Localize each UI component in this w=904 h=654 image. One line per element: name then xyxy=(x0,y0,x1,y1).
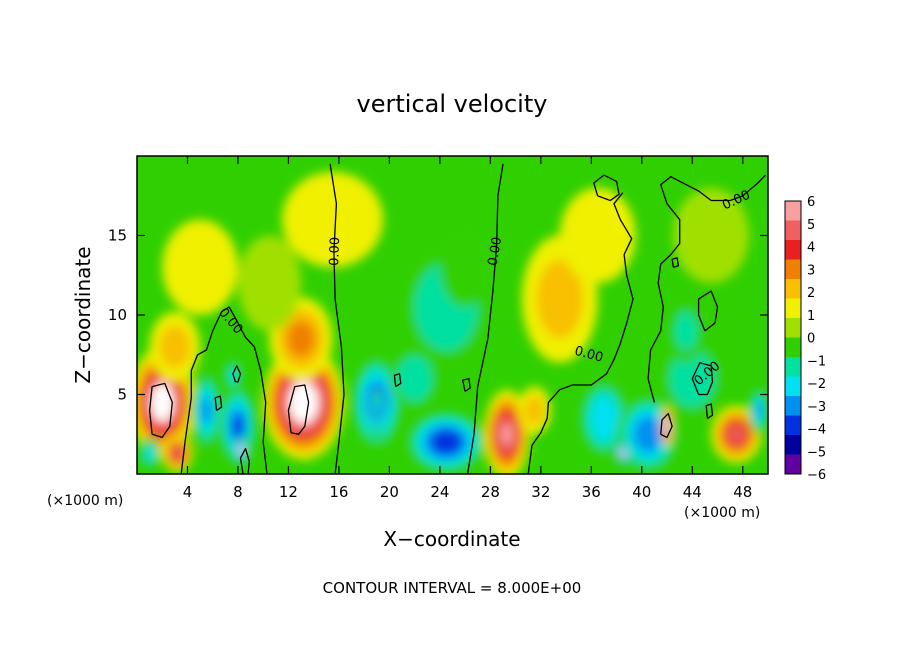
y-tick-label: 15 xyxy=(108,227,127,245)
colorbar-label: 0 xyxy=(807,332,815,347)
zero-contour-line xyxy=(329,163,345,474)
velocity-field: 0.00 0.000.000.000.000.00 xyxy=(137,163,768,474)
colorbar-label: 6 xyxy=(807,195,815,210)
x-tick-label: 44 xyxy=(683,483,702,501)
x-axis: 4 8 12 16 20 24 28 32 36 40 44 48 xyxy=(183,156,752,501)
field-blob xyxy=(389,346,440,411)
field-blob xyxy=(559,187,636,284)
zero-contour-line xyxy=(593,174,620,202)
colorbar-swatch xyxy=(785,298,801,319)
colorbar-label: 3 xyxy=(807,263,815,278)
colorbar-label: 2 xyxy=(807,286,815,301)
colorbar-label: 5 xyxy=(807,218,815,233)
colorbar-label: −4 xyxy=(807,423,826,438)
field-blob xyxy=(162,434,193,473)
colorbar-swatch xyxy=(785,337,801,358)
colorbar-swatch xyxy=(785,318,801,338)
colorbar-label: 4 xyxy=(807,241,815,256)
zero-contour-line xyxy=(180,306,268,474)
field-blob xyxy=(370,389,384,438)
x-tick-label: 16 xyxy=(329,483,348,501)
colorbar-label: −5 xyxy=(807,445,826,460)
zero-contour-line xyxy=(148,382,173,439)
colorbar-swatch xyxy=(785,220,801,241)
zero-contour-line xyxy=(239,447,250,474)
colorbar-frame xyxy=(784,200,802,475)
y-tick-label: 10 xyxy=(108,306,127,324)
x-tick-label: 12 xyxy=(279,483,298,501)
colorbar-label: −1 xyxy=(807,354,826,369)
y-tick-label: 5 xyxy=(117,386,127,404)
x-tick-label: 28 xyxy=(481,483,500,501)
field-blob xyxy=(667,299,705,363)
zero-contour-line xyxy=(647,174,766,403)
field-blob xyxy=(234,435,250,465)
colorbar-swatch xyxy=(785,435,801,455)
zero-contour-line xyxy=(393,373,402,388)
x-tick-label: 24 xyxy=(430,483,449,501)
colorbar-swatch xyxy=(785,454,801,475)
x-axis-label: X−coordinate xyxy=(383,527,520,551)
zero-contour-line xyxy=(671,257,680,268)
chart-title: vertical velocity xyxy=(357,90,548,118)
x-unit-left: (×1000 m) xyxy=(47,493,123,509)
colorbar-swatch xyxy=(785,357,801,377)
zero-contour-line xyxy=(232,365,242,383)
colorbar-swatch xyxy=(785,240,801,260)
field-blob xyxy=(191,370,222,451)
field-blob xyxy=(711,405,762,463)
field-blob xyxy=(237,235,302,331)
field-blob xyxy=(615,440,631,467)
colorbar-label: 1 xyxy=(807,309,815,324)
y-axis-label: Z−coordinate xyxy=(71,246,95,383)
zero-contour-line xyxy=(697,290,719,332)
zero-contour-line xyxy=(214,395,223,411)
x-unit-right: (×1000 m) xyxy=(684,505,760,521)
field-blob xyxy=(673,187,750,284)
field-blob xyxy=(162,219,238,315)
field-blob xyxy=(405,410,487,474)
colorbar-label: −3 xyxy=(807,400,826,415)
zero-contour-line xyxy=(660,412,673,439)
colorbar-swatch xyxy=(785,201,801,221)
field-blob xyxy=(518,386,551,435)
field-blob xyxy=(139,437,160,470)
contour-label: 0.00 xyxy=(486,236,506,267)
contour-label: 0.00 xyxy=(573,344,605,366)
zero-contour-line xyxy=(461,377,471,392)
zero-contour-line xyxy=(691,362,714,396)
x-tick-label: 4 xyxy=(183,483,193,501)
field-blob xyxy=(578,378,630,459)
colorbar-swatch xyxy=(785,279,801,299)
x-tick-label: 40 xyxy=(632,483,651,501)
colorbar-label: −6 xyxy=(807,468,826,483)
colorbar-swatch xyxy=(785,376,801,397)
field-blob xyxy=(149,311,201,382)
colorbar-swatch xyxy=(785,396,801,416)
colorbar: 6 5 4 3 2 1 0 −1 −2 −3 −4 −5 −6 xyxy=(784,195,826,483)
field-blob xyxy=(439,227,491,308)
y-axis: 5 10 15 xyxy=(108,227,768,404)
zero-contour-line xyxy=(466,163,504,474)
field-blob xyxy=(282,171,384,268)
zero-contour-line xyxy=(705,403,714,419)
x-tick-label: 20 xyxy=(380,483,399,501)
field-blob xyxy=(263,345,344,460)
x-tick-label: 48 xyxy=(733,483,752,501)
field-blob xyxy=(484,389,530,474)
contour-interval-note: CONTOUR INTERVAL = 8.000E+00 xyxy=(323,579,582,597)
x-tick-label: 32 xyxy=(531,483,550,501)
colorbar-swatch xyxy=(785,415,801,436)
x-tick-label: 8 xyxy=(233,483,243,501)
contour-label: 0.00 xyxy=(327,237,343,266)
zero-contour-line xyxy=(287,384,310,435)
colorbar-swatch xyxy=(785,259,801,280)
zero-contour-line xyxy=(527,192,634,474)
field-blob xyxy=(749,386,768,435)
x-tick-label: 36 xyxy=(582,483,601,501)
colorbar-label: −2 xyxy=(807,377,826,392)
